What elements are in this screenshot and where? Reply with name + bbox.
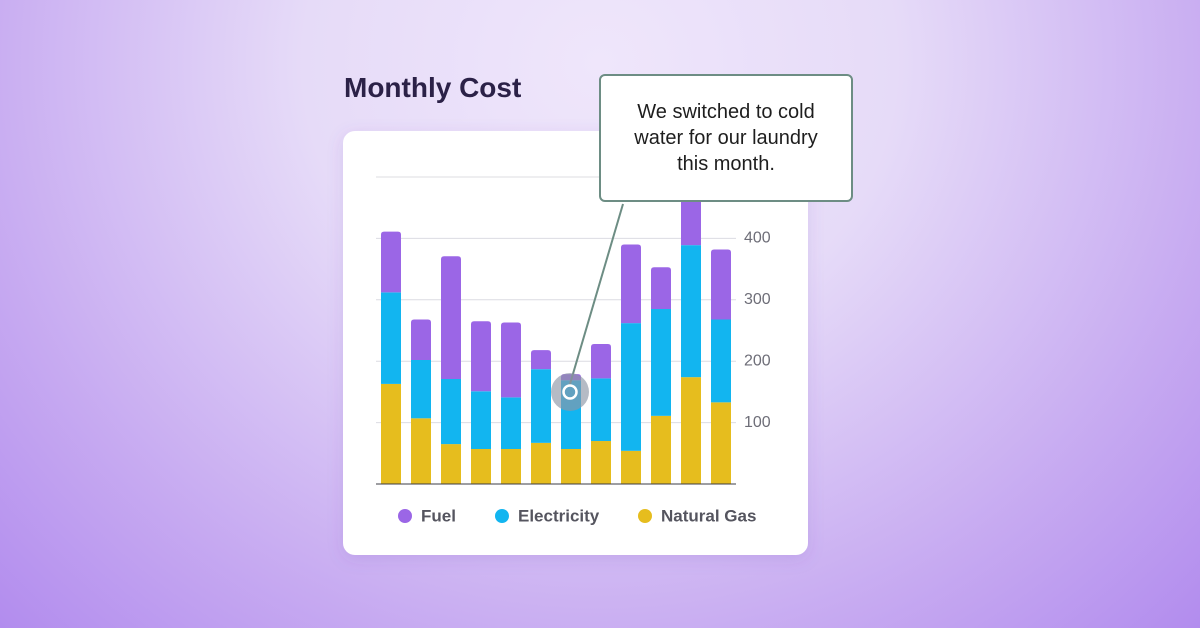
- bar-segment: [591, 344, 611, 379]
- bar-segment: [471, 391, 491, 450]
- legend-label: Electricity: [518, 506, 600, 525]
- bar-segment: [441, 379, 461, 445]
- bar-segment: [411, 359, 431, 419]
- legend-swatch: [398, 509, 412, 523]
- plot: 100 200 300 400: [376, 176, 771, 485]
- bar-segment: [501, 397, 521, 450]
- bar-segment: [651, 309, 671, 416]
- annotation-marker-ring: [562, 384, 578, 400]
- y-tick-label: 400: [744, 230, 771, 247]
- bar-segment: [681, 245, 701, 378]
- bar-segment: [381, 292, 401, 384]
- bar-segment: [621, 450, 641, 484]
- bar-segment: [381, 231, 401, 293]
- bar-segment: [591, 378, 611, 442]
- annotation: We switched to cold water for our laundr…: [599, 74, 853, 202]
- bar-segment: [621, 244, 641, 324]
- bar-segment: [711, 249, 731, 320]
- bar-segment: [441, 256, 461, 380]
- legend: Fuel Electricity Natural Gas: [398, 506, 756, 525]
- bar-segment: [711, 402, 731, 484]
- bar-segment: [531, 442, 551, 484]
- bar-segment: [411, 319, 431, 360]
- bar-segment: [531, 350, 551, 370]
- y-tick-label: 200: [744, 352, 771, 369]
- annotation-marker: [551, 373, 589, 411]
- bar-segment: [681, 377, 701, 484]
- bar-segment: [471, 449, 491, 484]
- bar-segment: [591, 441, 611, 484]
- bar-segment: [681, 189, 701, 246]
- legend-label: Fuel: [421, 506, 456, 525]
- bar-segment: [441, 444, 461, 484]
- legend-swatch: [638, 509, 652, 523]
- bar-segment: [651, 415, 671, 484]
- bar-segment: [561, 449, 581, 484]
- y-tick-label: 100: [744, 414, 771, 431]
- bar-segment: [501, 322, 521, 398]
- bar-segment: [501, 449, 521, 484]
- legend-label: Natural Gas: [661, 506, 756, 525]
- annotation-leader: [569, 203, 624, 385]
- bar-segment: [711, 319, 731, 403]
- legend-swatch: [495, 509, 509, 523]
- bar-segment: [411, 418, 431, 484]
- bar-segment: [621, 323, 641, 451]
- chart-title: Monthly Cost: [344, 72, 522, 103]
- bar-segment: [471, 321, 491, 392]
- y-tick-label: 300: [744, 291, 771, 308]
- bar-segment: [381, 383, 401, 484]
- bar-segment: [651, 267, 671, 310]
- bar-segment: [531, 369, 551, 443]
